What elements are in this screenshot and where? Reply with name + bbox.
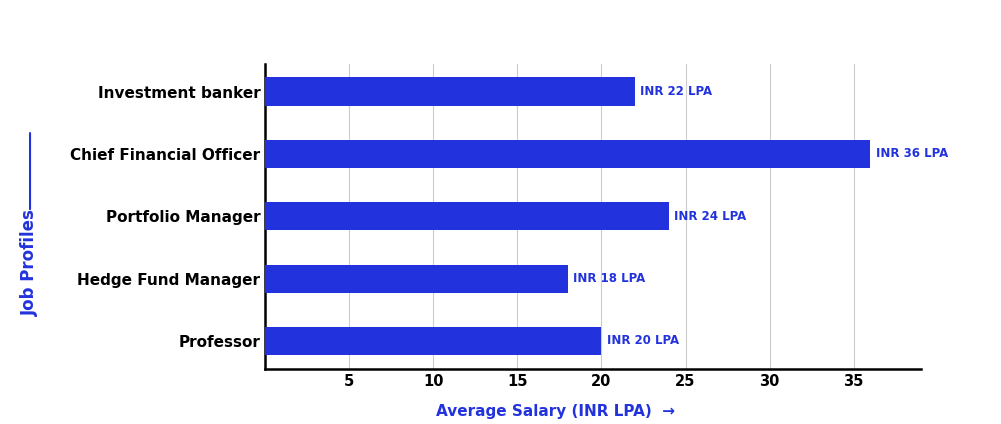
Text: INR 20 LPA: INR 20 LPA	[607, 335, 679, 348]
Text: Top Job Profiles and Average Salary after PhD in Investment Banking for Working : Top Job Profiles and Average Salary afte…	[33, 20, 968, 38]
Text: INR 18 LPA: INR 18 LPA	[573, 272, 646, 285]
Text: INR 22 LPA: INR 22 LPA	[641, 85, 713, 98]
Bar	[265, 327, 602, 355]
Text: Average Salary (INR LPA)  →: Average Salary (INR LPA) →	[436, 404, 675, 419]
Text: INR 24 LPA: INR 24 LPA	[674, 210, 746, 223]
Text: INR 36 LPA: INR 36 LPA	[876, 148, 948, 160]
Bar	[265, 78, 635, 106]
Bar	[265, 202, 669, 230]
Text: Job Profiles: Job Profiles	[21, 209, 39, 316]
Bar	[265, 265, 568, 293]
Bar	[265, 140, 871, 168]
